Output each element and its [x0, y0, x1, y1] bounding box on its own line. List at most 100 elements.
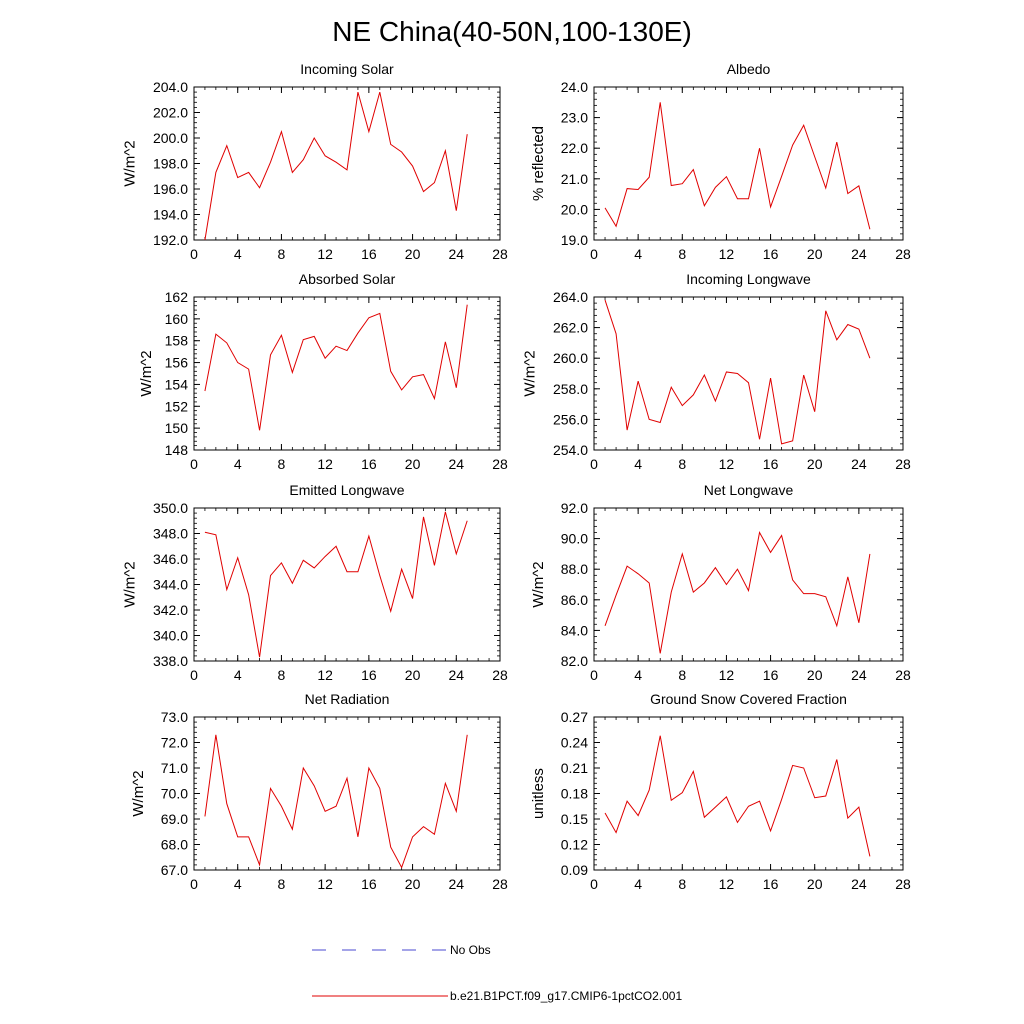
x-tick-label: 24	[851, 667, 867, 683]
series-line-0	[604, 531, 871, 654]
y-tick-label: 70.0	[161, 786, 188, 802]
x-tick-label: 28	[895, 456, 911, 472]
y-tick-label: 154	[165, 376, 189, 392]
x-tick-label: 8	[278, 876, 286, 892]
x-tick-label: 28	[895, 246, 911, 262]
y-tick-label: 260.0	[553, 350, 588, 366]
y-tick-label: 20.0	[561, 201, 588, 217]
y-tick-label: 158	[165, 333, 189, 349]
x-tick-label: 20	[807, 246, 823, 262]
y-tick-label: 0.21	[561, 760, 588, 776]
y-tick-label: 84.0	[561, 622, 588, 638]
panel-net-longwave: 0 4 8 12 16 20 24 28 82.0 84.0 86.0 88.0 90.0 92.0 Net…	[530, 482, 911, 683]
x-tick-label: 12	[719, 667, 735, 683]
panel-title: Absorbed Solar	[299, 271, 396, 287]
y-tick-label: 200.0	[153, 130, 188, 146]
y-tick-label: 67.0	[161, 862, 188, 878]
panel-absorbed-solar: 0 4 8 12 16 20 24 28 148 150 152 154 156 158 160 162 Abs…	[138, 271, 508, 472]
x-tick-label: 24	[448, 667, 464, 683]
series-line-0	[204, 91, 468, 241]
x-tick-label: 20	[405, 246, 421, 262]
y-tick-label: 338.0	[153, 653, 188, 669]
y-tick-label: 156	[165, 355, 189, 371]
y-tick-label: 68.0	[161, 837, 188, 853]
x-tick-label: 4	[234, 876, 242, 892]
x-tick-label: 20	[405, 456, 421, 472]
x-tick-label: 20	[807, 667, 823, 683]
x-tick-label: 8	[678, 456, 686, 472]
y-tick-label: 90.0	[561, 531, 588, 547]
panel-title: Emitted Longwave	[289, 482, 404, 498]
y-tick-label: 262.0	[553, 320, 588, 336]
x-tick-label: 8	[678, 246, 686, 262]
panel-title: Net Longwave	[704, 482, 794, 498]
y-tick-label: 194.0	[153, 207, 188, 223]
x-tick-label: 0	[190, 667, 198, 683]
y-tick-label: 0.24	[561, 735, 588, 751]
y-axis-label: W/m^2	[130, 770, 147, 816]
panel-albedo: 0 4 8 12 16 20 24 28 19.0 20.0 21.0 22.0 23.0 24.0 Alb…	[530, 61, 911, 262]
x-tick-label: 28	[895, 667, 911, 683]
panel-emitted-longwave: 0 4 8 12 16 20 24 28 338.0 340.0 342.0 344.0 346.0 34…	[122, 482, 508, 683]
panel-incoming-solar: 0 4 8 12 16 20 24 28 192.0 194.0 196.0 198.0 200.0 20…	[122, 61, 508, 262]
y-axis-label: % reflected	[530, 126, 547, 201]
plot-frame	[593, 507, 904, 662]
y-tick-label: 196.0	[153, 181, 188, 197]
x-tick-label: 28	[492, 456, 508, 472]
y-axis-label: unitless	[530, 768, 547, 819]
y-tick-label: 258.0	[553, 381, 588, 397]
y-tick-label: 19.0	[561, 232, 588, 248]
panel-incoming-longwave: 0 4 8 12 16 20 24 28 254.0 256.0 258.0 260.0 262.0 26…	[522, 271, 911, 472]
x-tick-label: 8	[278, 667, 286, 683]
plot-frame	[193, 507, 501, 662]
y-tick-label: 0.27	[561, 709, 588, 725]
y-tick-label: 152	[165, 398, 189, 414]
y-tick-label: 264.0	[553, 289, 588, 305]
legend-label-no-obs: No Obs	[450, 943, 491, 957]
series-line-0	[604, 735, 871, 857]
x-tick-label: 12	[719, 246, 735, 262]
plot-frame	[193, 716, 501, 871]
y-tick-label: 150	[165, 420, 189, 436]
x-tick-label: 20	[405, 667, 421, 683]
y-tick-label: 86.0	[561, 592, 588, 608]
y-tick-label: 92.0	[561, 500, 588, 516]
y-tick-label: 204.0	[153, 79, 188, 95]
x-tick-label: 12	[317, 667, 333, 683]
y-tick-label: 350.0	[153, 500, 188, 516]
y-tick-label: 192.0	[153, 232, 188, 248]
x-tick-label: 28	[895, 876, 911, 892]
panel-title: Net Radiation	[305, 691, 390, 707]
x-tick-label: 16	[361, 667, 377, 683]
y-axis-label: W/m^2	[138, 350, 155, 396]
x-tick-label: 16	[763, 456, 779, 472]
x-tick-label: 8	[278, 456, 286, 472]
y-tick-label: 254.0	[553, 442, 588, 458]
y-tick-label: 0.12	[561, 837, 588, 853]
plot-frame	[593, 716, 904, 871]
y-tick-label: 88.0	[561, 561, 588, 577]
y-tick-label: 24.0	[561, 79, 588, 95]
x-tick-label: 24	[448, 876, 464, 892]
x-tick-label: 20	[807, 456, 823, 472]
panel-net-radiation: 0 4 8 12 16 20 24 28 67.0 68.0 69.0 70.0 71.0 72.0 73.…	[130, 691, 508, 892]
x-tick-label: 4	[234, 246, 242, 262]
y-tick-label: 0.15	[561, 811, 588, 827]
series-line-0	[604, 299, 871, 445]
y-tick-label: 344.0	[153, 577, 188, 593]
plot-frame	[593, 86, 904, 241]
x-tick-label: 28	[492, 876, 508, 892]
y-tick-label: 73.0	[161, 709, 188, 725]
x-tick-label: 4	[634, 246, 642, 262]
y-tick-label: 342.0	[153, 602, 188, 618]
y-tick-label: 23.0	[561, 110, 588, 126]
x-tick-label: 24	[851, 876, 867, 892]
x-tick-label: 4	[234, 456, 242, 472]
x-tick-label: 16	[361, 246, 377, 262]
x-tick-label: 0	[590, 456, 598, 472]
y-tick-label: 256.0	[553, 411, 588, 427]
x-tick-label: 4	[634, 456, 642, 472]
x-tick-label: 28	[492, 246, 508, 262]
series-line-0	[204, 304, 468, 431]
